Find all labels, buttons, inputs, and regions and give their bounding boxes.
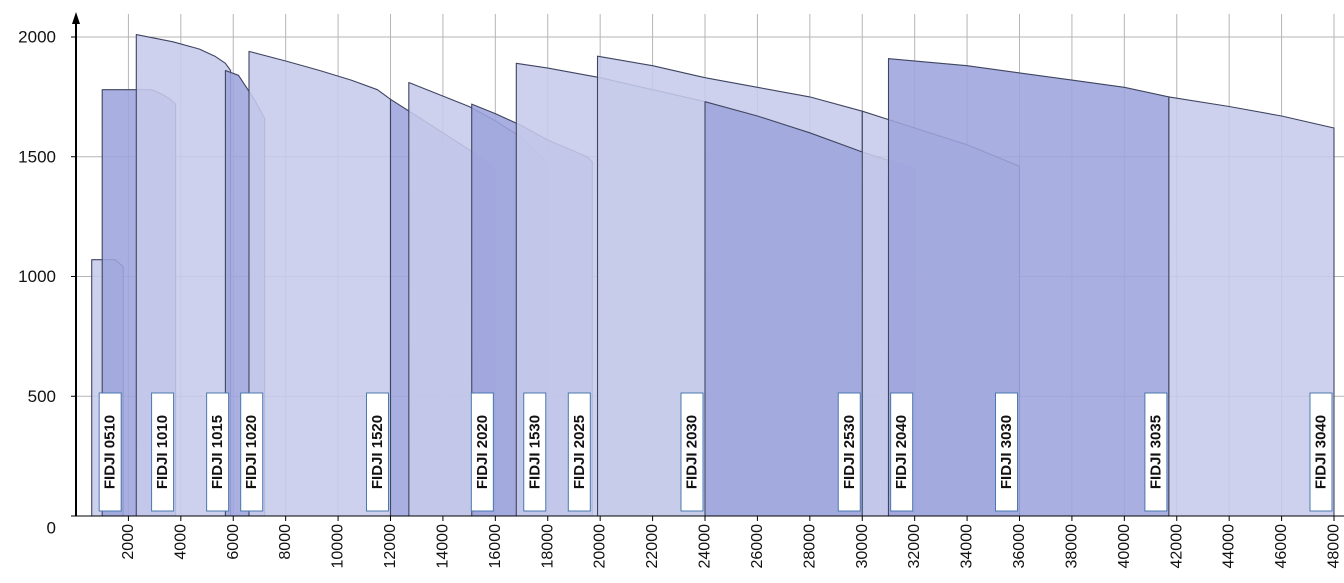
x-tick-label-4: 10000 [330, 524, 347, 569]
x-tick-label-12: 26000 [749, 524, 766, 569]
series-area-12 [888, 59, 1168, 516]
series-label-10: FIDJI 2040 [893, 415, 910, 489]
y-tick-label-1: 500 [28, 387, 56, 406]
x-tick-label-7: 16000 [487, 524, 504, 569]
series-label-7: FIDJI 2025 [571, 415, 588, 489]
series-label-2: FIDJI 1015 [209, 415, 226, 489]
x-tick-label-19: 40000 [1116, 524, 1133, 569]
series-label-9: FIDJI 2530 [841, 415, 858, 489]
series-label-1: FIDJI 1010 [154, 415, 171, 489]
x-tick-label-6: 14000 [434, 524, 451, 569]
series-label-8: FIDJI 2030 [684, 415, 701, 489]
series-label-3: FIDJI 1020 [243, 415, 260, 489]
x-tick-label-22: 46000 [1273, 524, 1290, 569]
x-tick-label-14: 30000 [854, 524, 871, 569]
y-tick-label-2: 1000 [18, 267, 56, 286]
x-tick-label-11: 24000 [697, 524, 714, 569]
x-tick-label-21: 44000 [1221, 524, 1238, 569]
x-tick-label-23: 48000 [1326, 524, 1343, 569]
series-label-4: FIDJI 1520 [369, 415, 386, 489]
x-tick-label-3: 8000 [277, 524, 294, 560]
x-tick-label-10: 22000 [644, 524, 661, 569]
x-tick-label-16: 34000 [959, 524, 976, 569]
x-tick-label-5: 12000 [382, 524, 399, 569]
x-tick-label-1: 4000 [172, 524, 189, 560]
x-tick-label-20: 42000 [1168, 524, 1185, 569]
x-tick-label-15: 32000 [906, 524, 923, 569]
x-tick-label-17: 36000 [1011, 524, 1028, 569]
series-label-13: FIDJI 3040 [1313, 415, 1330, 489]
x-tick-label-0: 2000 [120, 524, 137, 560]
y-tick-label-3: 1500 [18, 147, 56, 166]
series-area-13 [1169, 97, 1334, 516]
series-label-11: FIDJI 3030 [998, 415, 1015, 489]
x-tick-label-8: 18000 [539, 524, 556, 569]
y-tick-label-4: 2000 [18, 28, 56, 47]
series-label-12: FIDJI 3035 [1147, 415, 1164, 489]
series-label-0: FIDJI 0510 [102, 415, 119, 489]
x-tick-label-18: 38000 [1063, 524, 1080, 569]
x-tick-label-2: 6000 [225, 524, 242, 560]
y-axis-arrow [72, 12, 80, 24]
x-tick-label-9: 20000 [592, 524, 609, 569]
series-label-5: FIDJI 2020 [474, 415, 491, 489]
y-tick-label-0: 0 [47, 519, 56, 538]
series-label-6: FIDJI 1530 [526, 415, 543, 489]
x-tick-label-13: 28000 [801, 524, 818, 569]
